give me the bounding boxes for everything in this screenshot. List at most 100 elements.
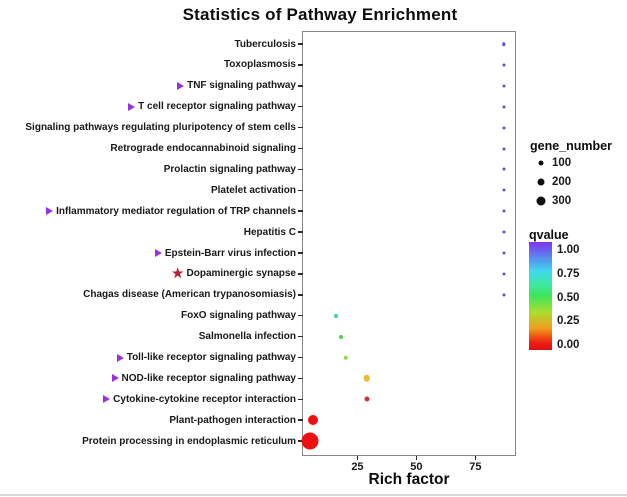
gene-number-legend-label: 300 [552,195,572,207]
data-point [502,188,506,192]
y-tick-mark [298,398,303,401]
data-point [343,355,348,360]
y-axis-label-row: Chagas disease (American trypanosomiasis… [0,287,296,302]
pathway-label: Dopaminergic synapse [186,268,296,280]
y-tick-mark [298,273,303,275]
x-tick-label: 50 [410,461,423,473]
x-tick-mark [474,456,477,460]
gene-number-legend-title: gene_number [530,139,612,153]
x-tick-mark [415,456,418,460]
data-point [502,105,506,109]
x-tick-mark [356,456,359,460]
data-point [334,313,339,318]
x-tick-label: 75 [469,461,482,473]
qvalue-tick-label: 0.25 [557,315,580,328]
y-tick-mark [298,335,303,338]
y-tick-mark [298,126,303,129]
pathway-label: Hepatitis C [243,226,296,238]
y-axis-label-row: Protein processing in endoplasmic reticu… [0,434,296,449]
pathway-label: FoxO signaling pathway [180,310,296,322]
purple-triangle-icon [116,353,124,362]
y-axis-label-row: Epstein-Barr virus infection [0,246,296,261]
y-axis-label-row: FoxO signaling pathway [0,308,296,323]
y-axis-label-row: Retrograde endocannabinoid signaling [0,141,296,156]
data-point [502,251,506,255]
y-axis-label-row: Plant-pathogen interaction [0,413,296,428]
purple-triangle-icon [103,395,111,404]
y-tick-mark [298,294,303,296]
pathway-label: Signaling pathways regulating pluripoten… [25,122,296,134]
y-tick-mark [298,85,303,87]
pathway-label: Prolactin signaling pathway [163,163,296,175]
y-axis-label-row: Cytokine-cytokine receptor interaction [0,392,296,407]
y-tick-mark [298,189,303,192]
gene-number-legend-label: 200 [552,176,572,188]
pathway-label: Tuberculosis [234,38,297,50]
data-point [502,63,506,67]
data-point [502,84,506,88]
chart-title: Statistics of Pathway Enrichment [182,5,458,24]
y-tick-mark [298,377,303,380]
y-axis-label-row: Inflammatory mediator regulation of TRP … [0,204,296,219]
y-tick-mark [298,64,303,66]
qvalue-legend-title: qvalue [529,228,569,242]
pathway-label: Salmonella infection [198,331,296,343]
data-point [502,167,506,171]
qvalue-tick-label: 0.00 [557,339,580,351]
pathway-label: Toll-like receptor signaling pathway [126,352,296,363]
gene-number-legend-dot [537,178,545,186]
data-point [501,42,506,46]
purple-triangle-icon [177,81,185,90]
purple-triangle-icon [46,207,54,216]
y-axis-label-row: Toxoplasmosis [0,57,296,72]
pathway-label: Epstein-Barr virus infection [164,247,296,259]
y-tick-mark [298,147,303,150]
y-axis-label-row: Signaling pathways regulating pluripoten… [0,120,296,135]
y-tick-mark [298,314,303,317]
red-star-icon: ★ [171,265,184,281]
x-tick-label: 25 [351,461,364,473]
y-tick-mark [298,210,303,212]
y-tick-mark [298,168,303,171]
y-axis-label-row: Prolactin signaling pathway [0,162,296,177]
pathway-label: Inflammatory mediator regulation of TRP … [56,205,296,217]
purple-triangle-icon [111,374,119,383]
screenshot-bottom-edge [0,494,627,496]
data-point [502,126,506,130]
y-tick-mark [298,231,303,233]
data-point [502,230,506,234]
data-point [307,415,318,426]
pathway-label: NOD-like receptor signaling pathway [121,372,296,384]
qvalue-tick-label: 0.50 [557,291,580,304]
qvalue-tick-label: 0.75 [557,267,580,280]
y-axis-label-row: Platelet activation [0,183,296,198]
y-axis-label-row: Hepatitis C [0,225,296,240]
pathway-label: Chagas disease (American trypanosomiasis… [83,289,296,301]
y-axis-label-row: Tuberculosis [0,37,297,52]
pathway-label: Retrograde endocannabinoid signaling [110,143,296,154]
y-tick-mark [298,419,303,421]
gene-number-legend-dot [538,160,544,166]
gene-number-legend-label: 100 [552,157,572,169]
y-axis-label-row: Salmonella infection [0,329,296,344]
pathway-label: Toxoplasmosis [223,59,296,71]
purple-triangle-icon [128,102,136,111]
pathway-label: Protein processing in endoplasmic reticu… [82,435,296,447]
gene-number-legend-dot [536,196,546,206]
data-point [502,272,506,276]
data-point [363,375,371,382]
pathway-label: TNF signaling pathway [187,80,296,92]
pathway-label: T cell receptor signaling pathway [138,101,296,113]
y-axis-label-row: ★ Dopaminergic synapse [0,266,296,281]
data-point [502,293,506,297]
data-point [502,209,506,213]
y-tick-mark [298,356,303,359]
y-axis-label-row: TNF signaling pathway [0,78,296,93]
y-tick-mark [298,440,303,442]
purple-triangle-icon [154,249,162,257]
data-point [364,396,370,402]
plot-panel [302,31,516,456]
y-tick-mark [298,43,303,45]
y-tick-mark [298,105,303,108]
